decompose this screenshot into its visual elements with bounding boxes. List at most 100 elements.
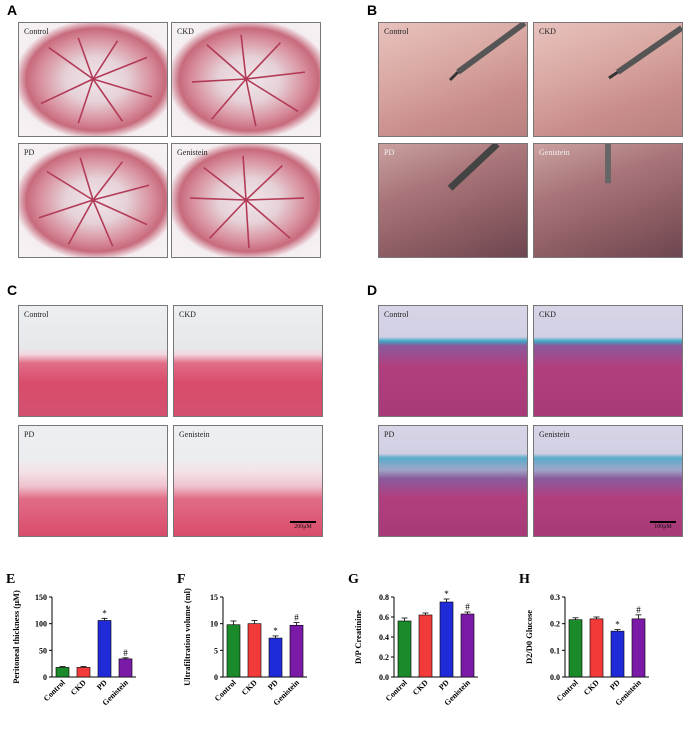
label-b-ckd: CKD: [539, 27, 556, 36]
x-tick-label: PD: [95, 678, 109, 692]
scale-bar: 100μM: [650, 521, 676, 530]
significance-mark: #: [465, 602, 470, 612]
bar: [397, 620, 412, 678]
bar: [460, 613, 475, 678]
photo-a-pd: PD: [18, 143, 168, 258]
mesentery-vessels: [191, 34, 306, 127]
x-tick-label: CKD: [411, 678, 430, 697]
label-c-pd: PD: [24, 430, 35, 439]
histology-c-control: Control: [18, 305, 168, 417]
photo-a-control: Control: [18, 22, 168, 137]
label-a-genistein: Genistein: [177, 148, 208, 157]
forceps-icon: [605, 144, 611, 184]
scale-bar-label: 100μM: [654, 524, 672, 530]
bar: [610, 630, 625, 678]
y-tick-label: 0: [43, 673, 47, 682]
histology-d-pd: PD: [378, 425, 528, 537]
y-tick-label: 0.3: [550, 593, 560, 602]
bar: [76, 667, 91, 678]
histology-c-ckd: CKD: [173, 305, 323, 417]
bar: [268, 637, 283, 678]
significance-mark: *: [102, 608, 107, 618]
y-tick-label: 0.0: [379, 673, 389, 682]
significance-mark: #: [294, 613, 299, 623]
panel-letter: F: [177, 572, 186, 587]
chart-g: G D/P Creatinine 0.0 0.2 0.4 0.6 0.8 Control CKD…: [342, 565, 513, 735]
bar: [97, 620, 112, 678]
label-d-ckd: CKD: [539, 310, 556, 319]
bar: [439, 601, 454, 678]
y-tick-label: 0: [214, 673, 218, 682]
histology-d-genistein: Genistein 100μM: [533, 425, 683, 537]
y-tick-label: 0.1: [550, 646, 560, 655]
chart-e: E Peritoneal thickness (μM) 0 50 100 150 Contr…: [0, 565, 171, 735]
panel-letter-b: B: [367, 2, 378, 18]
x-tick-label: CKD: [69, 678, 88, 697]
y-tick-label: 0.8: [379, 593, 389, 602]
photo-b-genistein: Genistein: [533, 143, 683, 258]
panel-letter-a: A: [7, 2, 18, 18]
chart-h: H D2/D0 Glucose 0.0 0.1 0.2 0.3 Control CKD * PD #…: [513, 565, 684, 735]
label-c-ckd: CKD: [179, 310, 196, 319]
photo-a-ckd: CKD: [171, 22, 321, 137]
y-tick-label: 0.2: [550, 620, 560, 629]
photo-b-control: Control: [378, 22, 528, 137]
y-tick-label: 0.2: [379, 653, 389, 662]
forceps-icon: [447, 144, 500, 191]
mesentery-vessels: [38, 157, 150, 247]
x-tick-label: CKD: [240, 678, 259, 697]
photo-a-genistein: Genistein: [171, 143, 321, 258]
photo-b-pd: PD: [378, 143, 528, 258]
x-tick-label: PD: [437, 678, 451, 692]
label-b-pd: PD: [384, 148, 395, 157]
panel-letter-d: D: [367, 282, 378, 298]
bar: [568, 619, 583, 678]
histology-d-control: Control: [378, 305, 528, 417]
label-d-pd: PD: [384, 430, 395, 439]
label-b-control: Control: [384, 27, 409, 36]
bar: [289, 624, 304, 678]
label-b-genistein: Genistein: [539, 148, 570, 157]
y-axis-label: D/P Creatinine: [353, 610, 363, 664]
y-tick-label: 5: [214, 646, 218, 655]
panel-letter-c: C: [7, 282, 18, 298]
y-tick-label: 100: [35, 620, 47, 629]
y-tick-label: 50: [39, 646, 47, 655]
photo-b-ckd: CKD: [533, 22, 683, 137]
scale-bar-label: 200μM: [294, 524, 312, 530]
mesentery-vessels: [40, 37, 153, 124]
y-tick-label: 0.6: [379, 613, 389, 622]
label-d-control: Control: [384, 310, 409, 319]
label-c-genistein: Genistein: [179, 430, 210, 439]
label-a-control: Control: [24, 27, 49, 36]
y-tick-label: 15: [210, 593, 218, 602]
bar: [226, 624, 241, 678]
label-c-control: Control: [24, 310, 49, 319]
forceps-icon: [608, 25, 682, 80]
x-tick-label: PD: [266, 678, 280, 692]
significance-mark: *: [444, 589, 449, 599]
x-tick-label: CKD: [582, 678, 601, 697]
y-tick-label: 10: [210, 620, 218, 629]
y-tick-label: 0.4: [379, 633, 389, 642]
y-tick-label: 0.0: [550, 673, 560, 682]
panel-letter: H: [519, 572, 530, 587]
bar: [418, 614, 433, 678]
histology-c-genistein: Genistein 200μM: [173, 425, 323, 537]
y-axis-label: Ultrafiltration volume (ml): [182, 588, 192, 686]
forceps-icon: [449, 23, 527, 82]
y-tick-label: 150: [35, 593, 47, 602]
x-tick-label: PD: [608, 678, 622, 692]
bar: [118, 658, 133, 678]
panel-letter: E: [6, 572, 15, 587]
label-a-ckd: CKD: [177, 27, 194, 36]
bar: [247, 623, 262, 678]
y-axis-label: D2/D0 Glucose: [524, 610, 534, 664]
significance-mark: #: [123, 648, 128, 658]
histology-d-ckd: CKD: [533, 305, 683, 417]
significance-mark: *: [273, 626, 278, 636]
label-a-pd: PD: [24, 148, 35, 157]
panel-letter: G: [348, 572, 359, 587]
